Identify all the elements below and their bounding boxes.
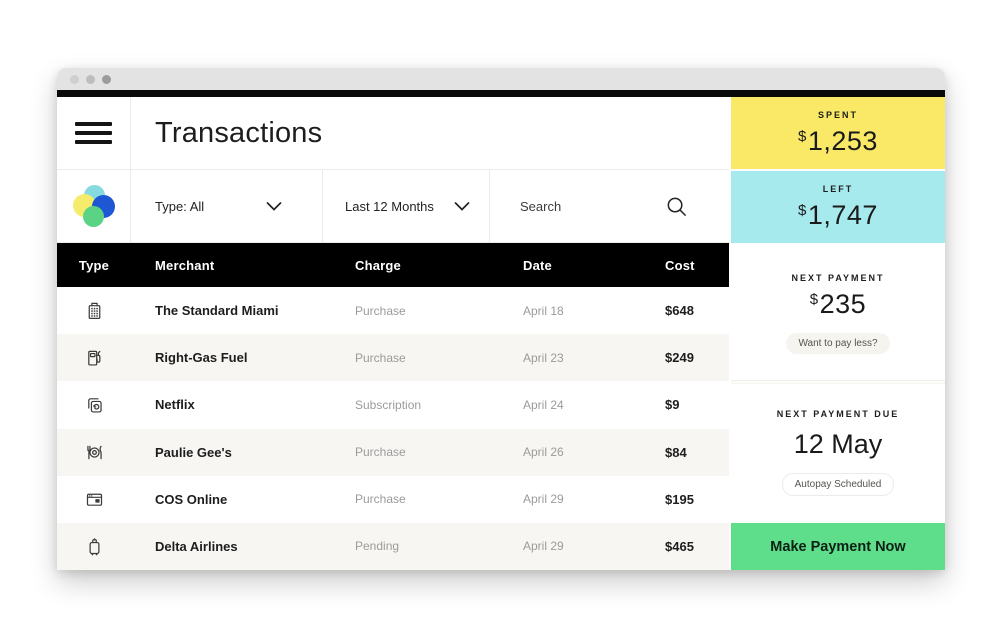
- period-filter-dropdown[interactable]: Last 12 Months: [323, 170, 490, 242]
- transaction-date: April 26: [523, 445, 564, 460]
- transaction-date: April 23: [523, 350, 564, 365]
- charge-type: Purchase: [355, 492, 406, 507]
- table-row[interactable]: The Standard Miami Purchase April 18 $64…: [57, 287, 729, 334]
- table-header: Type Merchant Charge Date Cost: [57, 243, 729, 287]
- table-row[interactable]: COS Online Purchase April 29 $195: [57, 476, 729, 523]
- next-payment-amount: $235: [809, 288, 867, 319]
- merchant-name: COS Online: [155, 491, 228, 507]
- window-control-dot-1[interactable]: [70, 74, 79, 84]
- merchant-name: Right-Gas Fuel: [155, 350, 248, 366]
- spent-amount: $1,253: [798, 125, 878, 156]
- hamburger-icon: [75, 122, 112, 144]
- window-control-dot-3[interactable]: [102, 74, 111, 84]
- app-window: Transactions Type: All Last 12 Months: [57, 68, 945, 571]
- transaction-cost: $84: [665, 444, 687, 460]
- table-row[interactable]: Paulie Gee's Purchase April 26 $84: [57, 428, 729, 476]
- transaction-cost: $465: [665, 538, 694, 554]
- summary-sidebar: SPENT $1,253 LEFT $1,747 NEXT PAYMENT $2…: [731, 97, 945, 570]
- window-titlebar: [57, 68, 945, 90]
- charge-type: Purchase: [355, 445, 406, 460]
- charge-type: Pending: [355, 539, 400, 554]
- charge-type: Purchase: [355, 350, 406, 365]
- merchant-name: Paulie Gee's: [155, 444, 232, 460]
- transaction-cost: $195: [665, 491, 694, 507]
- column-header-cost: Cost: [665, 257, 695, 273]
- window-control-dot-2[interactable]: [86, 74, 95, 84]
- dining-icon: [57, 442, 131, 463]
- transaction-cost: $9: [665, 397, 680, 413]
- next-payment-panel: NEXT PAYMENT $235 Want to pay less?: [731, 246, 945, 380]
- next-payment-due-label: NEXT PAYMENT DUE: [776, 408, 900, 419]
- luggage-icon: [57, 536, 131, 557]
- type-filter-dropdown[interactable]: Type: All: [131, 170, 323, 242]
- chevron-down-icon: [454, 201, 470, 211]
- spent-label: SPENT: [817, 109, 858, 120]
- period-filter-label: Last 12 Months: [345, 198, 434, 214]
- transaction-date: April 24: [523, 397, 564, 412]
- due-date-value: 12 May: [793, 428, 883, 459]
- chevron-down-icon: [266, 201, 282, 211]
- charge-type: Subscription: [355, 397, 422, 412]
- next-payment-label: NEXT PAYMENT: [791, 272, 885, 283]
- transaction-cost: $249: [665, 350, 694, 366]
- filter-row: Type: All Last 12 Months: [57, 170, 729, 243]
- column-header-type: Type: [78, 257, 110, 273]
- header-row: Transactions: [57, 97, 729, 170]
- transactions-list: The Standard Miami Purchase April 18 $64…: [57, 287, 729, 571]
- page-title: Transactions: [155, 116, 323, 149]
- left-label: LEFT: [822, 183, 854, 194]
- table-row[interactable]: Delta Airlines Pending April 29 $465: [57, 522, 729, 571]
- browser-icon: [57, 489, 131, 510]
- menu-button[interactable]: [57, 97, 131, 169]
- hotel-icon: [57, 300, 131, 321]
- transaction-date: April 18: [523, 303, 564, 318]
- main-content: Transactions Type: All Last 12 Months: [57, 97, 729, 571]
- subscription-icon: [57, 394, 131, 415]
- top-accent-bar: [57, 90, 945, 97]
- left-panel: LEFT $1,747: [731, 171, 945, 243]
- column-header-charge: Charge: [355, 257, 401, 273]
- merchant-name: The Standard Miami: [155, 303, 279, 319]
- spent-panel: SPENT $1,253: [731, 97, 945, 169]
- charge-type: Purchase: [355, 303, 406, 318]
- gas-pump-icon: [57, 347, 131, 368]
- transaction-cost: $648: [665, 303, 694, 319]
- autopay-badge[interactable]: Autopay Scheduled: [781, 472, 895, 496]
- make-payment-button[interactable]: Make Payment Now: [731, 523, 945, 570]
- search-icon[interactable]: [665, 195, 688, 218]
- transaction-date: April 29: [523, 492, 564, 507]
- content-sidebar-gutter: [729, 97, 731, 570]
- search-input[interactable]: [520, 198, 640, 214]
- type-filter-label: Type: All: [155, 198, 205, 214]
- transaction-date: April 29: [523, 539, 564, 554]
- merchant-name: Delta Airlines: [155, 538, 238, 554]
- column-header-merchant: Merchant: [155, 257, 215, 273]
- app-logo[interactable]: [57, 170, 131, 242]
- table-row[interactable]: Right-Gas Fuel Purchase April 23 $249: [57, 334, 729, 382]
- column-header-date: Date: [523, 257, 552, 273]
- sidebar-divider: [731, 380, 945, 384]
- table-row[interactable]: Netflix Subscription April 24 $9: [57, 381, 729, 428]
- logo-circles-icon: [71, 184, 117, 228]
- merchant-name: Netflix: [155, 397, 195, 413]
- left-amount: $1,747: [798, 199, 878, 230]
- pay-less-button[interactable]: Want to pay less?: [786, 332, 890, 354]
- next-payment-due-panel: NEXT PAYMENT DUE 12 May Autopay Schedule…: [731, 384, 945, 520]
- search-area: [490, 170, 729, 242]
